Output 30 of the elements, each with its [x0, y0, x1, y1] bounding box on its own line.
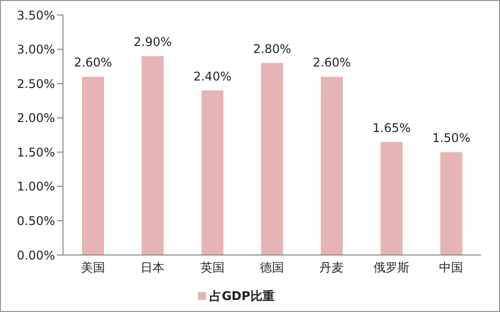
bar [201, 90, 224, 255]
x-tick-label: 丹麦 [320, 260, 344, 275]
y-tick-label: 3.50% [16, 8, 55, 22]
data-label: 2.60% [74, 56, 112, 70]
y-tick-label: 1.00% [16, 180, 55, 194]
bar [142, 56, 164, 255]
bar [380, 142, 403, 255]
y-tick-label: 0.00% [16, 248, 55, 262]
bar [82, 76, 104, 255]
bar [320, 76, 343, 255]
y-tick-label: 3.00% [16, 42, 55, 57]
data-label: 2.90% [134, 35, 172, 50]
x-tick-label: 美国 [80, 260, 105, 275]
legend-label: 占GDP比重 [210, 289, 274, 303]
y-tick-label: 1.50% [16, 145, 55, 160]
x-tick-label: 英国 [200, 260, 224, 275]
x-tick-label: 德国 [260, 260, 284, 275]
x-tick-label: 日本 [140, 260, 165, 275]
data-label: 2.40% [193, 69, 232, 84]
y-tick-label: 2.50% [16, 76, 55, 91]
data-label: 1.50% [432, 131, 470, 146]
data-label: 1.65% [372, 120, 411, 135]
x-tick-label: 俄罗斯 [373, 260, 410, 275]
data-label: 2.80% [253, 42, 292, 56]
bar [261, 63, 284, 255]
y-tick-label: 2.00% [16, 111, 55, 126]
data-label: 2.60% [312, 56, 351, 70]
x-tick-label: 中国 [439, 260, 464, 275]
y-tick-label: 0.50% [16, 214, 55, 228]
bar [440, 152, 462, 255]
